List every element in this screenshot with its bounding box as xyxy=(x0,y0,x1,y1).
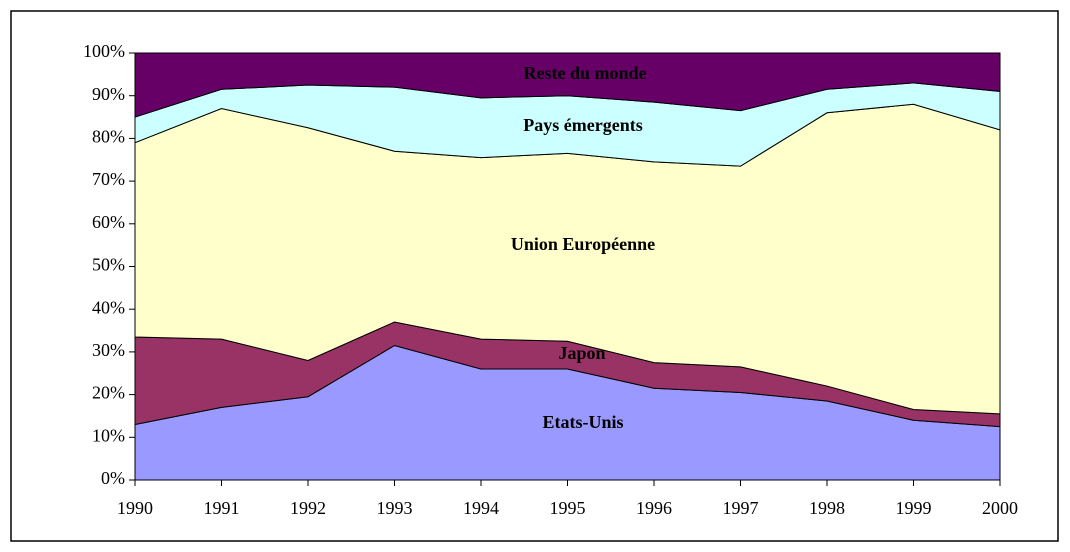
y-tick-label: 0% xyxy=(101,468,125,488)
x-tick-label: 1990 xyxy=(117,498,153,518)
y-tick-label: 70% xyxy=(92,169,125,189)
series-label: Japon xyxy=(558,343,605,363)
x-tick-label: 1992 xyxy=(290,498,326,518)
series-label: Pays émergents xyxy=(523,115,642,135)
y-tick-label: 40% xyxy=(92,297,125,317)
y-tick-label: 80% xyxy=(92,127,125,147)
x-tick-label: 1996 xyxy=(636,498,672,518)
y-tick-label: 60% xyxy=(92,212,125,232)
x-tick-label: 1999 xyxy=(896,498,932,518)
y-tick-label: 100% xyxy=(83,41,125,61)
x-tick-label: 1998 xyxy=(809,498,845,518)
area xyxy=(134,52,1001,118)
x-tick-label: 2000 xyxy=(982,498,1018,518)
x-tick-label: 1993 xyxy=(377,498,413,518)
y-tick-label: 50% xyxy=(92,255,125,275)
y-tick-label: 30% xyxy=(92,340,125,360)
x-tick-label: 1997 xyxy=(723,498,759,518)
x-tick-label: 1991 xyxy=(204,498,240,518)
y-tick-label: 20% xyxy=(92,383,125,403)
series-label: Etats-Unis xyxy=(542,412,623,432)
x-tick-label: 1994 xyxy=(463,498,499,518)
x-tick-label: 1995 xyxy=(550,498,586,518)
series-label: Union Européenne xyxy=(511,234,655,254)
y-tick-label: 10% xyxy=(92,425,125,445)
y-tick-label: 90% xyxy=(92,84,125,104)
series-label: Reste du monde xyxy=(523,63,646,83)
